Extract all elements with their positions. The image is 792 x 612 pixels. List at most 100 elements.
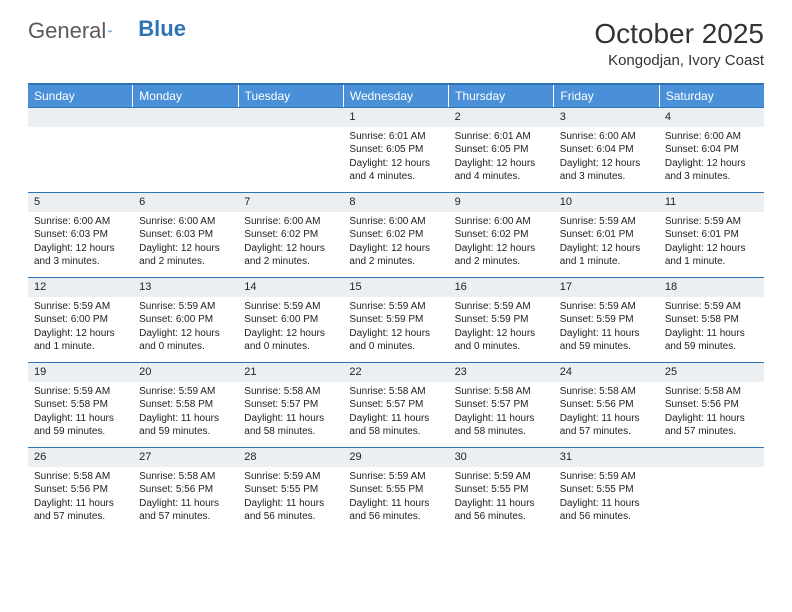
day-body: Sunrise: 6:00 AMSunset: 6:03 PMDaylight:… — [28, 212, 133, 274]
day-number — [28, 108, 133, 127]
day-body: Sunrise: 5:59 AMSunset: 6:00 PMDaylight:… — [238, 297, 343, 359]
day-header: Sunday — [28, 85, 133, 107]
day-number: 9 — [449, 193, 554, 212]
day-body: Sunrise: 6:00 AMSunset: 6:02 PMDaylight:… — [343, 212, 448, 274]
day-body: Sunrise: 5:58 AMSunset: 5:56 PMDaylight:… — [28, 467, 133, 529]
day-body: Sunrise: 5:59 AMSunset: 5:55 PMDaylight:… — [238, 467, 343, 529]
day-number: 22 — [343, 363, 448, 382]
day-body: Sunrise: 6:01 AMSunset: 6:05 PMDaylight:… — [449, 127, 554, 189]
location: Kongodjan, Ivory Coast — [594, 52, 764, 69]
page-title: October 2025 — [594, 18, 764, 50]
day-number: 18 — [659, 278, 764, 297]
day-cell: 17Sunrise: 5:59 AMSunset: 5:59 PMDayligh… — [554, 278, 659, 362]
day-cell — [238, 108, 343, 192]
day-number: 29 — [343, 448, 448, 467]
week-row: 26Sunrise: 5:58 AMSunset: 5:56 PMDayligh… — [28, 447, 764, 532]
day-number: 8 — [343, 193, 448, 212]
day-body: Sunrise: 5:58 AMSunset: 5:57 PMDaylight:… — [343, 382, 448, 444]
day-number: 7 — [238, 193, 343, 212]
day-body: Sunrise: 5:58 AMSunset: 5:57 PMDaylight:… — [449, 382, 554, 444]
logo: General Blue — [28, 18, 186, 44]
day-cell: 29Sunrise: 5:59 AMSunset: 5:55 PMDayligh… — [343, 448, 448, 532]
day-number: 12 — [28, 278, 133, 297]
day-number: 14 — [238, 278, 343, 297]
day-cell: 25Sunrise: 5:58 AMSunset: 5:56 PMDayligh… — [659, 363, 764, 447]
day-cell: 10Sunrise: 5:59 AMSunset: 6:01 PMDayligh… — [554, 193, 659, 277]
day-number: 24 — [554, 363, 659, 382]
day-number: 11 — [659, 193, 764, 212]
day-number — [238, 108, 343, 127]
flag-icon — [108, 21, 112, 41]
day-cell: 12Sunrise: 5:59 AMSunset: 6:00 PMDayligh… — [28, 278, 133, 362]
day-number: 19 — [28, 363, 133, 382]
day-body: Sunrise: 5:59 AMSunset: 5:58 PMDaylight:… — [133, 382, 238, 444]
day-number: 23 — [449, 363, 554, 382]
day-body: Sunrise: 5:59 AMSunset: 6:01 PMDaylight:… — [659, 212, 764, 274]
day-body: Sunrise: 5:59 AMSunset: 5:55 PMDaylight:… — [449, 467, 554, 529]
day-body: Sunrise: 6:01 AMSunset: 6:05 PMDaylight:… — [343, 127, 448, 189]
day-header: Tuesday — [239, 85, 344, 107]
day-body: Sunrise: 5:59 AMSunset: 5:59 PMDaylight:… — [343, 297, 448, 359]
day-cell: 1Sunrise: 6:01 AMSunset: 6:05 PMDaylight… — [343, 108, 448, 192]
day-cell: 19Sunrise: 5:59 AMSunset: 5:58 PMDayligh… — [28, 363, 133, 447]
day-number: 27 — [133, 448, 238, 467]
day-body: Sunrise: 5:59 AMSunset: 5:59 PMDaylight:… — [449, 297, 554, 359]
day-cell: 18Sunrise: 5:59 AMSunset: 5:58 PMDayligh… — [659, 278, 764, 362]
day-body: Sunrise: 5:59 AMSunset: 5:59 PMDaylight:… — [554, 297, 659, 359]
day-number: 3 — [554, 108, 659, 127]
day-cell: 3Sunrise: 6:00 AMSunset: 6:04 PMDaylight… — [554, 108, 659, 192]
day-number — [133, 108, 238, 127]
day-number: 20 — [133, 363, 238, 382]
day-body: Sunrise: 5:59 AMSunset: 5:55 PMDaylight:… — [554, 467, 659, 529]
day-cell: 16Sunrise: 5:59 AMSunset: 5:59 PMDayligh… — [449, 278, 554, 362]
day-cell: 27Sunrise: 5:58 AMSunset: 5:56 PMDayligh… — [133, 448, 238, 532]
day-body: Sunrise: 5:59 AMSunset: 6:00 PMDaylight:… — [133, 297, 238, 359]
day-body: Sunrise: 6:00 AMSunset: 6:04 PMDaylight:… — [659, 127, 764, 189]
day-cell: 22Sunrise: 5:58 AMSunset: 5:57 PMDayligh… — [343, 363, 448, 447]
day-body: Sunrise: 6:00 AMSunset: 6:02 PMDaylight:… — [449, 212, 554, 274]
week-row: 1Sunrise: 6:01 AMSunset: 6:05 PMDaylight… — [28, 107, 764, 192]
day-cell: 6Sunrise: 6:00 AMSunset: 6:03 PMDaylight… — [133, 193, 238, 277]
week-row: 19Sunrise: 5:59 AMSunset: 5:58 PMDayligh… — [28, 362, 764, 447]
day-cell: 14Sunrise: 5:59 AMSunset: 6:00 PMDayligh… — [238, 278, 343, 362]
day-cell: 7Sunrise: 6:00 AMSunset: 6:02 PMDaylight… — [238, 193, 343, 277]
day-cell: 26Sunrise: 5:58 AMSunset: 5:56 PMDayligh… — [28, 448, 133, 532]
day-cell: 8Sunrise: 6:00 AMSunset: 6:02 PMDaylight… — [343, 193, 448, 277]
logo-word2: Blue — [138, 16, 186, 42]
day-body: Sunrise: 5:58 AMSunset: 5:56 PMDaylight:… — [659, 382, 764, 444]
day-cell: 15Sunrise: 5:59 AMSunset: 5:59 PMDayligh… — [343, 278, 448, 362]
day-number: 13 — [133, 278, 238, 297]
day-body: Sunrise: 6:00 AMSunset: 6:03 PMDaylight:… — [133, 212, 238, 274]
day-cell: 20Sunrise: 5:59 AMSunset: 5:58 PMDayligh… — [133, 363, 238, 447]
week-row: 12Sunrise: 5:59 AMSunset: 6:00 PMDayligh… — [28, 277, 764, 362]
day-cell: 30Sunrise: 5:59 AMSunset: 5:55 PMDayligh… — [449, 448, 554, 532]
day-cell: 11Sunrise: 5:59 AMSunset: 6:01 PMDayligh… — [659, 193, 764, 277]
day-number — [659, 448, 764, 467]
day-number: 2 — [449, 108, 554, 127]
day-body: Sunrise: 5:58 AMSunset: 5:56 PMDaylight:… — [133, 467, 238, 529]
day-body: Sunrise: 5:59 AMSunset: 6:00 PMDaylight:… — [28, 297, 133, 359]
day-body: Sunrise: 5:59 AMSunset: 5:55 PMDaylight:… — [343, 467, 448, 529]
day-number: 28 — [238, 448, 343, 467]
day-number: 5 — [28, 193, 133, 212]
day-cell: 28Sunrise: 5:59 AMSunset: 5:55 PMDayligh… — [238, 448, 343, 532]
day-number: 21 — [238, 363, 343, 382]
day-cell: 5Sunrise: 6:00 AMSunset: 6:03 PMDaylight… — [28, 193, 133, 277]
day-header-row: SundayMondayTuesdayWednesdayThursdayFrid… — [28, 85, 764, 107]
day-cell — [133, 108, 238, 192]
day-number: 26 — [28, 448, 133, 467]
day-header: Thursday — [449, 85, 554, 107]
day-number: 16 — [449, 278, 554, 297]
day-cell: 31Sunrise: 5:59 AMSunset: 5:55 PMDayligh… — [554, 448, 659, 532]
day-body: Sunrise: 5:59 AMSunset: 6:01 PMDaylight:… — [554, 212, 659, 274]
logo-word1: General — [28, 18, 106, 44]
title-block: October 2025 Kongodjan, Ivory Coast — [594, 18, 764, 69]
day-cell — [659, 448, 764, 532]
day-body: Sunrise: 5:59 AMSunset: 5:58 PMDaylight:… — [659, 297, 764, 359]
day-cell: 4Sunrise: 6:00 AMSunset: 6:04 PMDaylight… — [659, 108, 764, 192]
day-body: Sunrise: 5:58 AMSunset: 5:56 PMDaylight:… — [554, 382, 659, 444]
day-body: Sunrise: 6:00 AMSunset: 6:04 PMDaylight:… — [554, 127, 659, 189]
day-cell — [28, 108, 133, 192]
day-number: 1 — [343, 108, 448, 127]
day-header: Monday — [133, 85, 238, 107]
